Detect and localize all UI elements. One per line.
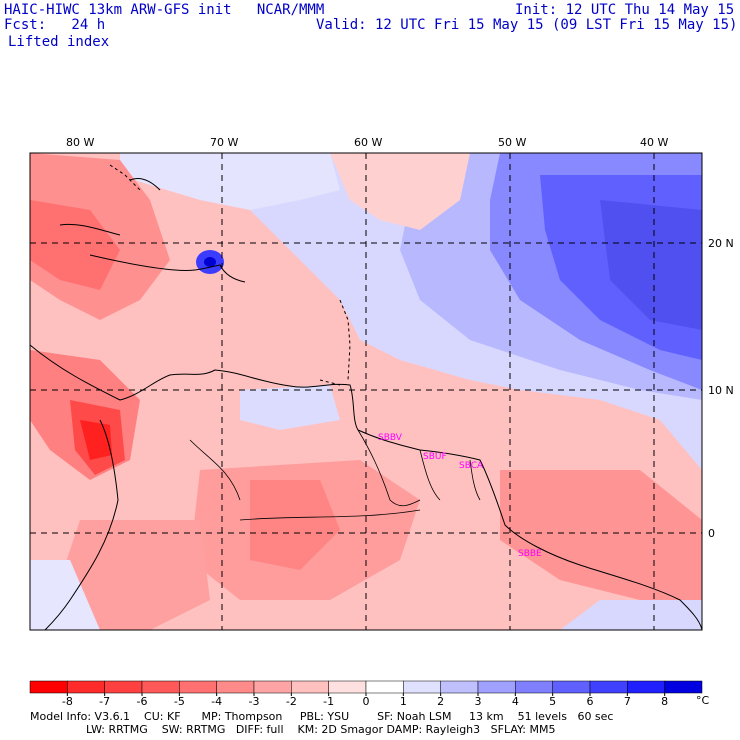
valid-time-text: Valid: 12 UTC Fri 15 May 15 (09 LST Fri … [316,17,738,33]
graticule [30,153,702,630]
colorbar-swatch [216,680,255,694]
lon-label-50w: 50 W [498,136,526,149]
colorbar-swatch [552,680,591,694]
station-sbbe: SBBE [518,549,542,559]
colorbar-swatch [403,680,441,694]
station-sbuf: SBUF [423,452,447,462]
colorbar-swatch [67,680,105,694]
colorbar-swatch [328,680,367,694]
colorbar-swatch [141,680,180,694]
colorbar-swatch [627,680,665,694]
colorbar-swatch [515,680,553,694]
lat-label-20n: 20 N [708,237,734,250]
colorbar-swatch [664,680,703,694]
colorbar-tick-label: 8 [661,695,668,708]
colorbar-swatch [365,680,404,694]
colorbar-tick-label: 0 [363,695,370,708]
coastlines [30,177,702,630]
colorbar-swatch [589,680,628,694]
country-borders [189,429,481,521]
colorbar-tick-label: -8 [62,695,73,708]
init-text: Init: 12 UTC Thu 14 May 15 [515,2,735,18]
colorbar-tick-label: 1 [400,695,407,708]
colorbar-tick-label: 4 [512,695,519,708]
colorbar-tick-label: -7 [99,695,110,708]
colorbar-tick-label: 6 [587,695,594,708]
lon-label-80w: 80 W [66,136,94,149]
forecast-hour-text: Fcst: 24 h [4,17,106,33]
colorbar-tick-label: 2 [437,695,444,708]
colorbar-unit: °C [696,694,710,707]
colorbar-tick-label: -4 [211,695,222,708]
colorbar-swatch [29,680,68,694]
colorbar: -8 -7 -6 -5 -4 -3 -2 -1 0 1 2 3 4 5 6 7 8 [29,680,703,708]
island-outlines [109,164,351,386]
colorbar-tick-label: 7 [624,695,631,708]
map-frame [29,152,703,631]
lon-label-40w: 40 W [640,136,668,149]
colorbar-swatch [291,680,329,694]
station-sbbv: SBBV [378,433,403,443]
lon-label-70w: 70 W [210,136,238,149]
title-text: HAIC-HIWC 13km ARW-GFS init NCAR/MMM [4,2,325,18]
colorbar-tick-label: -6 [137,695,148,708]
field-name-text: Lifted index [8,34,110,50]
lat-label-10n: 10 N [708,384,734,397]
lat-label-0: 0 [708,527,715,540]
station-sbca: SBCA [459,461,484,471]
colorbar-swatch [477,680,516,694]
colorbar-tick-label: 3 [475,695,482,708]
lon-label-60w: 60 W [354,136,382,149]
model-info-line2: LW: RRTMG SW: RRTMG DIFF: full KM: 2D Sm… [30,723,556,736]
colorbar-tick-label: -5 [174,695,185,708]
colorbar-swatch [104,680,143,694]
colorbar-swatch [179,680,217,694]
colorbar-tick-label: -2 [286,695,297,708]
colorbar-tick-label: -1 [323,695,334,708]
colorbar-tick-label: 5 [549,695,556,708]
colorbar-swatch [253,680,292,694]
colorbar-swatch [440,680,479,694]
model-info-line1: Model Info: V3.6.1 CU: KF MP: Thompson P… [30,710,614,723]
colorbar-tick-label: -3 [249,695,260,708]
